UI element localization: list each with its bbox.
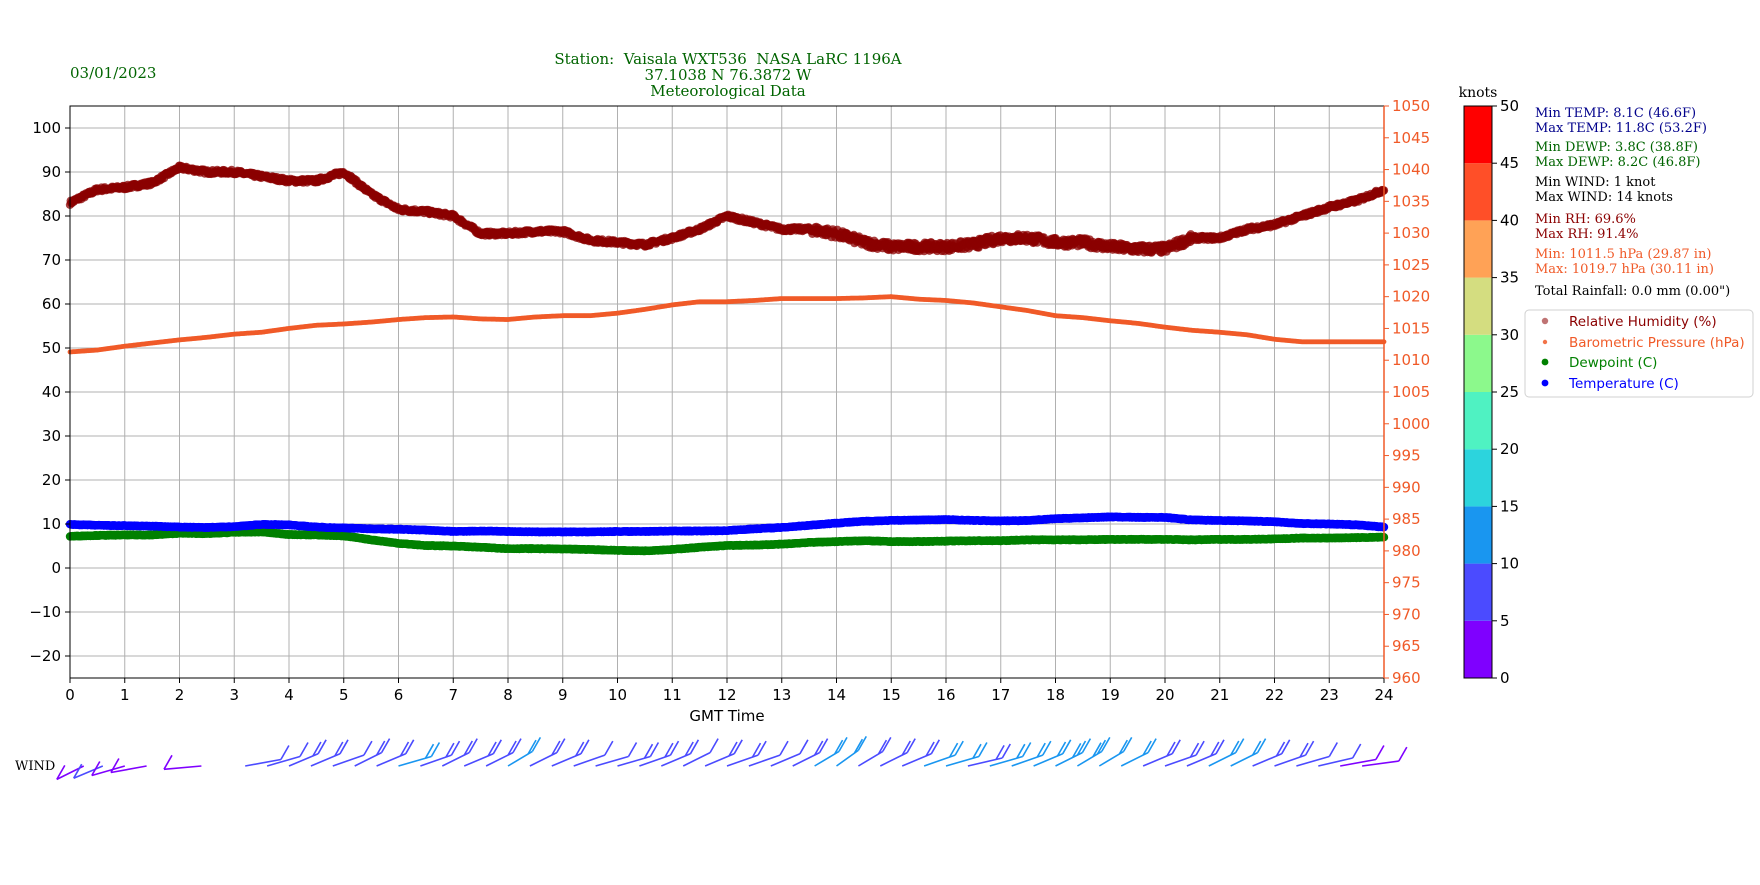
gridlines bbox=[70, 106, 1384, 678]
date-label: 03/01/2023 bbox=[70, 64, 156, 82]
chart-subtitle: Meteorological Data bbox=[650, 82, 806, 100]
